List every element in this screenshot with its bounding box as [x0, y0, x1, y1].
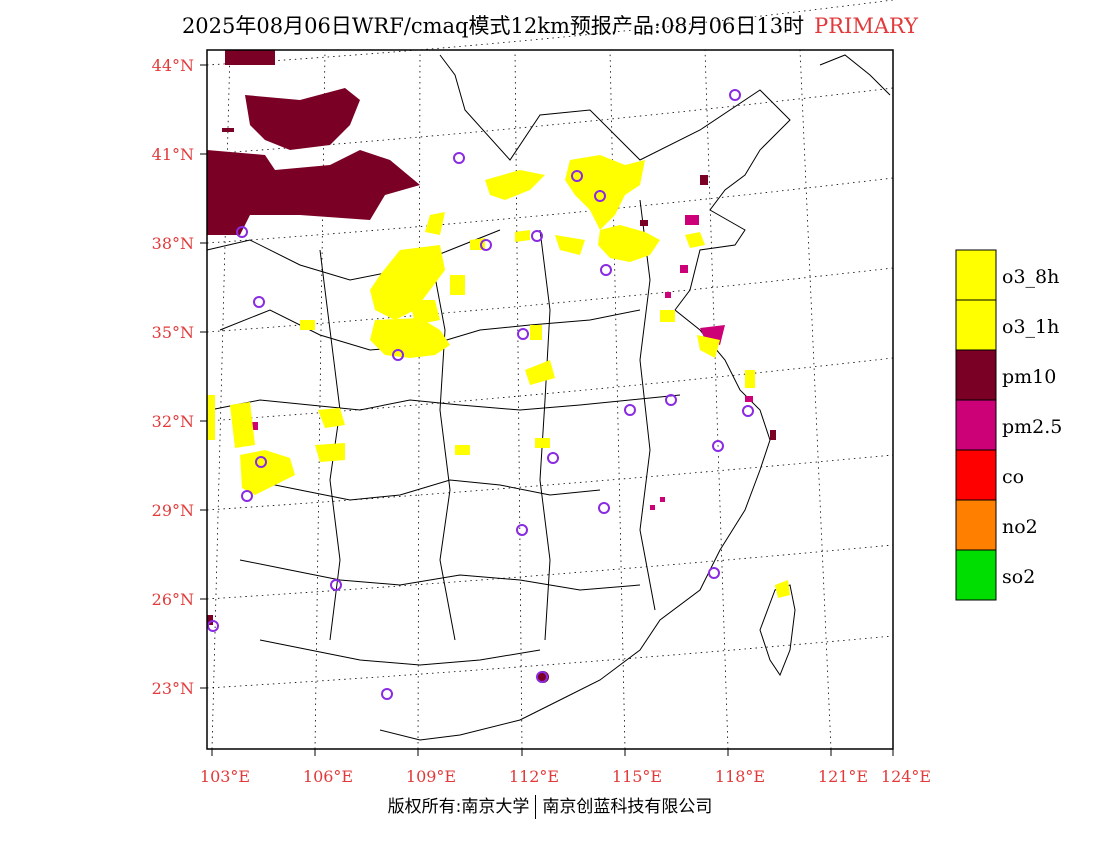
lat-label-35: 35°N [152, 323, 194, 342]
legend-label-pm25: pm2.5 [1002, 416, 1062, 438]
lon-label-124: 124°E [881, 767, 931, 786]
copyright-right: 南京创蓝科技有限公司 [542, 797, 713, 817]
map-title: 2025年08月06日WRF/cmaq模式12km预报产品:08月06日13时 P… [0, 10, 1100, 40]
lon-ticks [211, 749, 894, 756]
lon-label-106: 106°E [303, 767, 353, 786]
title-text: 2025年08月06日WRF/cmaq模式12km预报产品:08月06日13时 [181, 14, 805, 38]
lon-label-118: 118°E [715, 767, 765, 786]
legend-swatch-co [955, 449, 997, 501]
legend-label-no2: no2 [1002, 516, 1038, 538]
legend-swatch-pm10 [955, 349, 997, 401]
lat-label-44: 44°N [152, 56, 194, 75]
lon-label-109: 109°E [406, 767, 456, 786]
legend-swatch-o3-8h [955, 249, 997, 301]
lat-labels: 44°N 41°N 38°N 35°N 32°N 29°N 26°N 23°N [152, 56, 194, 698]
graticule [206, 0, 894, 750]
lat-ticks [200, 64, 207, 689]
legend-label-co: co [1002, 466, 1024, 488]
legend-swatch-o3-1h [955, 299, 997, 351]
lon-label-115: 115°E [612, 767, 662, 786]
lon-label-103: 103°E [200, 767, 250, 786]
legend-label-o3-8h: o3_8h [1002, 266, 1059, 288]
lat-label-29: 29°N [152, 501, 194, 520]
map-area [207, 50, 893, 749]
copyright-left: 版权所有:南京大学 [387, 797, 530, 817]
legend-label-pm10: pm10 [1002, 366, 1056, 388]
lon-label-112: 112°E [509, 767, 559, 786]
lon-labels: 103°E 106°E 109°E 112°E 115°E 118°E 121°… [200, 767, 931, 786]
lat-label-32: 32°N [152, 412, 194, 431]
lat-label-38: 38°N [152, 234, 194, 253]
primary-tag: PRIMARY [814, 14, 919, 38]
lat-label-41: 41°N [152, 145, 194, 164]
lon-label-121: 121°E [818, 767, 868, 786]
legend-label-o3-1h: o3_1h [1002, 316, 1059, 338]
legend: o3_8h o3_1h pm10 pm2.5 co no2 so2 [955, 249, 1062, 601]
legend-swatch-pm25 [955, 399, 997, 451]
lat-label-26: 26°N [152, 590, 194, 609]
legend-label-so2: so2 [1002, 566, 1035, 588]
footer-divider [535, 795, 537, 819]
station-markers [207, 89, 754, 700]
map-frame [206, 49, 894, 750]
pm10-regions [207, 50, 776, 683]
copyright-footer: 版权所有:南京大学 南京创蓝科技有限公司 [0, 792, 1100, 819]
lat-label-23: 23°N [152, 679, 194, 698]
legend-swatch-so2 [955, 549, 997, 601]
legend-swatch-no2 [955, 499, 997, 551]
